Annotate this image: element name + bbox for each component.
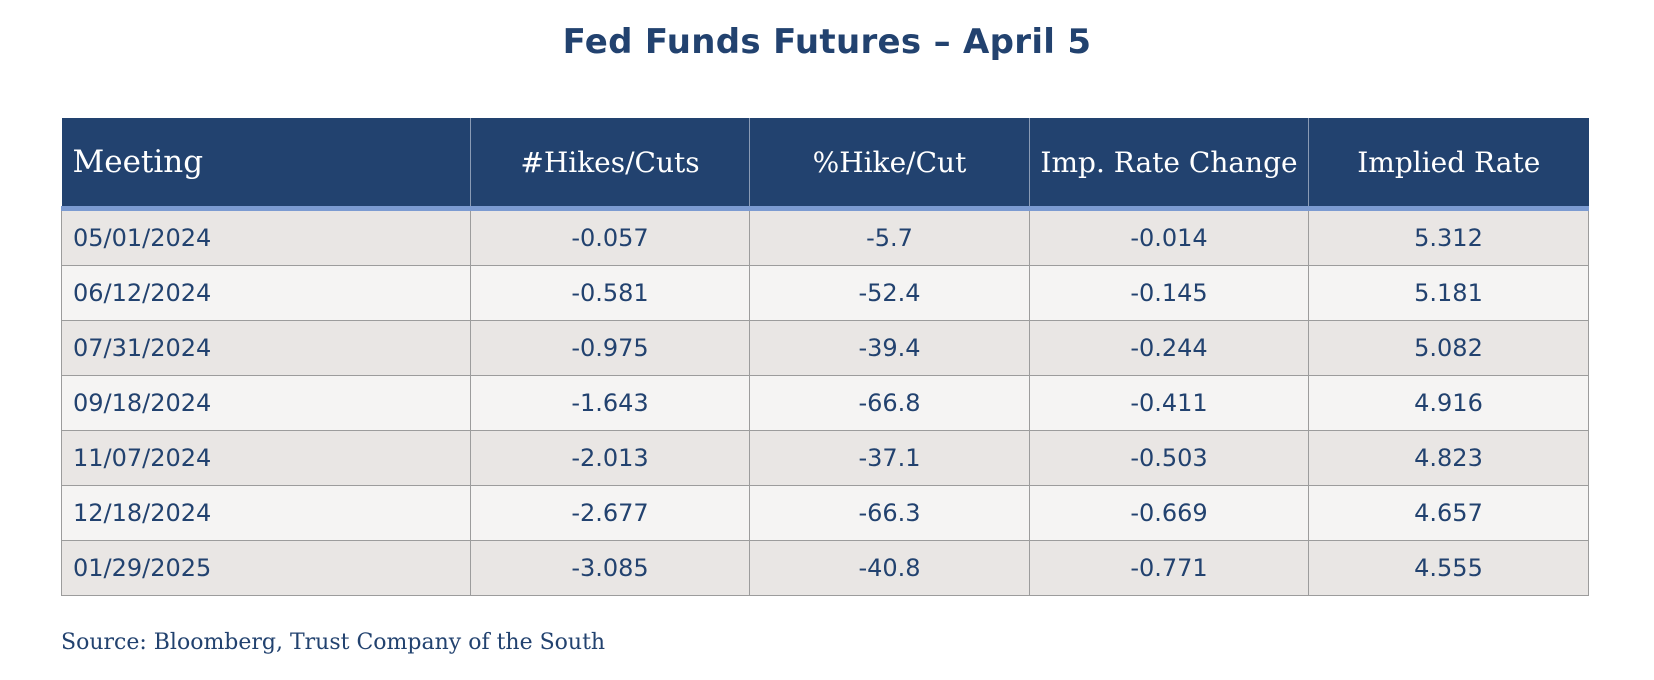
pct-hike-cut-cell: -40.8: [749, 540, 1030, 596]
imp-rate-change-cell: -0.244: [1029, 320, 1309, 376]
table-row: 12/18/2024 -2.677 -66.3 -0.669 4.657: [61, 485, 1589, 541]
implied-rate-cell: 5.312: [1308, 208, 1589, 266]
imp-rate-change-cell: -0.771: [1029, 540, 1309, 596]
table-header: Meeting #Hikes/Cuts %Hike/Cut Imp. Rate …: [61, 118, 1589, 211]
table-row: 09/18/2024 -1.643 -66.8 -0.411 4.916: [61, 375, 1589, 431]
column-header-pct-hike-cut: %Hike/Cut: [749, 118, 1030, 211]
table-row: 07/31/2024 -0.975 -39.4 -0.244 5.082: [61, 320, 1589, 376]
pct-hike-cut-cell: -39.4: [749, 320, 1030, 376]
table-row: 11/07/2024 -2.013 -37.1 -0.503 4.823: [61, 430, 1589, 486]
implied-rate-cell: 5.082: [1308, 320, 1589, 376]
imp-rate-change-cell: -0.145: [1029, 265, 1309, 321]
imp-rate-change-cell: -0.503: [1029, 430, 1309, 486]
hikes-cuts-cell: -3.085: [470, 540, 750, 596]
hikes-cuts-cell: -0.975: [470, 320, 750, 376]
column-header-imp-rate-change: Imp. Rate Change: [1029, 118, 1309, 211]
imp-rate-change-cell: -0.669: [1029, 485, 1309, 541]
table-body: 05/01/2024 -0.057 -5.7 -0.014 5.312 06/12/202…: [61, 208, 1589, 596]
hikes-cuts-cell: -0.581: [470, 265, 750, 321]
fed-funds-futures-table: Meeting #Hikes/Cuts %Hike/Cut Imp. Rate …: [61, 118, 1589, 596]
pct-hike-cut-cell: -5.7: [749, 208, 1030, 266]
table-row: 06/12/2024 -0.581 -52.4 -0.145 5.181: [61, 265, 1589, 321]
table-title: Fed Funds Futures – April 5: [562, 22, 1092, 62]
implied-rate-cell: 4.823: [1308, 430, 1589, 486]
meeting-cell: 11/07/2024: [61, 430, 471, 486]
column-header-meeting: Meeting: [61, 118, 471, 211]
meeting-cell: 01/29/2025: [61, 540, 471, 596]
implied-rate-cell: 4.916: [1308, 375, 1589, 431]
hikes-cuts-cell: -2.677: [470, 485, 750, 541]
imp-rate-change-cell: -0.411: [1029, 375, 1309, 431]
meeting-cell: 06/12/2024: [61, 265, 471, 321]
hikes-cuts-cell: -0.057: [470, 208, 750, 266]
pct-hike-cut-cell: -37.1: [749, 430, 1030, 486]
meeting-cell: 05/01/2024: [61, 208, 471, 266]
table-row: 01/29/2025 -3.085 -40.8 -0.771 4.555: [61, 540, 1589, 596]
meeting-cell: 07/31/2024: [61, 320, 471, 376]
table-row: 05/01/2024 -0.057 -5.7 -0.014 5.312: [61, 208, 1589, 266]
implied-rate-cell: 4.657: [1308, 485, 1589, 541]
implied-rate-cell: 5.181: [1308, 265, 1589, 321]
source-note: Source: Bloomberg, Trust Company of the …: [61, 630, 606, 655]
meeting-cell: 09/18/2024: [61, 375, 471, 431]
hikes-cuts-cell: -1.643: [470, 375, 750, 431]
column-header-hikes-cuts: #Hikes/Cuts: [470, 118, 750, 211]
imp-rate-change-cell: -0.014: [1029, 208, 1309, 266]
column-header-implied-rate: Implied Rate: [1308, 118, 1589, 211]
pct-hike-cut-cell: -52.4: [749, 265, 1030, 321]
implied-rate-cell: 4.555: [1308, 540, 1589, 596]
hikes-cuts-cell: -2.013: [470, 430, 750, 486]
meeting-cell: 12/18/2024: [61, 485, 471, 541]
pct-hike-cut-cell: -66.8: [749, 375, 1030, 431]
pct-hike-cut-cell: -66.3: [749, 485, 1030, 541]
header-row: Meeting #Hikes/Cuts %Hike/Cut Imp. Rate …: [61, 118, 1589, 211]
